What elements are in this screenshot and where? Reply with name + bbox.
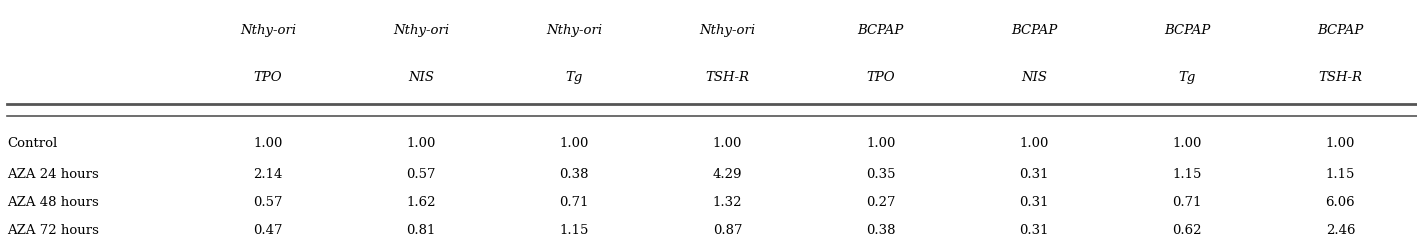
Text: 1.15: 1.15: [1172, 168, 1202, 181]
Text: AZA 48 hours: AZA 48 hours: [7, 196, 99, 209]
Text: Nthy-ori: Nthy-ori: [547, 24, 602, 37]
Text: 0.71: 0.71: [1172, 196, 1202, 209]
Text: 0.31: 0.31: [1019, 196, 1049, 209]
Text: 2.14: 2.14: [254, 168, 282, 181]
Text: 0.57: 0.57: [254, 196, 282, 209]
Text: 1.00: 1.00: [1172, 137, 1202, 150]
Text: TPO: TPO: [866, 71, 896, 84]
Text: Nthy-ori: Nthy-ori: [393, 24, 449, 37]
Text: Control: Control: [7, 137, 57, 150]
Text: 0.27: 0.27: [866, 196, 896, 209]
Text: 1.00: 1.00: [407, 137, 436, 150]
Text: Nthy-ori: Nthy-ori: [239, 24, 296, 37]
Text: Nthy-ori: Nthy-ori: [700, 24, 755, 37]
Text: 0.57: 0.57: [407, 168, 436, 181]
Text: TSH-R: TSH-R: [1318, 71, 1362, 84]
Text: 0.71: 0.71: [560, 196, 589, 209]
Text: 0.35: 0.35: [866, 168, 896, 181]
Text: BCPAP: BCPAP: [1163, 24, 1210, 37]
Text: 1.32: 1.32: [713, 196, 743, 209]
Text: BCPAP: BCPAP: [857, 24, 904, 37]
Text: 1.00: 1.00: [1019, 137, 1049, 150]
Text: 1.15: 1.15: [560, 224, 589, 234]
Text: NIS: NIS: [408, 71, 434, 84]
Text: 1.00: 1.00: [1326, 137, 1355, 150]
Text: 0.38: 0.38: [560, 168, 589, 181]
Text: 1.15: 1.15: [1326, 168, 1355, 181]
Text: 0.38: 0.38: [866, 224, 896, 234]
Text: 0.87: 0.87: [713, 224, 743, 234]
Text: 1.00: 1.00: [866, 137, 896, 150]
Text: Tg: Tg: [1179, 71, 1196, 84]
Text: BCPAP: BCPAP: [1010, 24, 1057, 37]
Text: 1.62: 1.62: [407, 196, 436, 209]
Text: 4.29: 4.29: [713, 168, 743, 181]
Text: 0.81: 0.81: [407, 224, 436, 234]
Text: Tg: Tg: [565, 71, 582, 84]
Text: 1.00: 1.00: [713, 137, 743, 150]
Text: 0.31: 0.31: [1019, 224, 1049, 234]
Text: 1.00: 1.00: [254, 137, 282, 150]
Text: 1.00: 1.00: [560, 137, 589, 150]
Text: AZA 72 hours: AZA 72 hours: [7, 224, 99, 234]
Text: NIS: NIS: [1022, 71, 1047, 84]
Text: 6.06: 6.06: [1325, 196, 1355, 209]
Text: AZA 24 hours: AZA 24 hours: [7, 168, 99, 181]
Text: 2.46: 2.46: [1326, 224, 1355, 234]
Text: 0.47: 0.47: [254, 224, 282, 234]
Text: 0.31: 0.31: [1019, 168, 1049, 181]
Text: TSH-R: TSH-R: [706, 71, 750, 84]
Text: TPO: TPO: [254, 71, 282, 84]
Text: 0.62: 0.62: [1172, 224, 1202, 234]
Text: BCPAP: BCPAP: [1318, 24, 1363, 37]
